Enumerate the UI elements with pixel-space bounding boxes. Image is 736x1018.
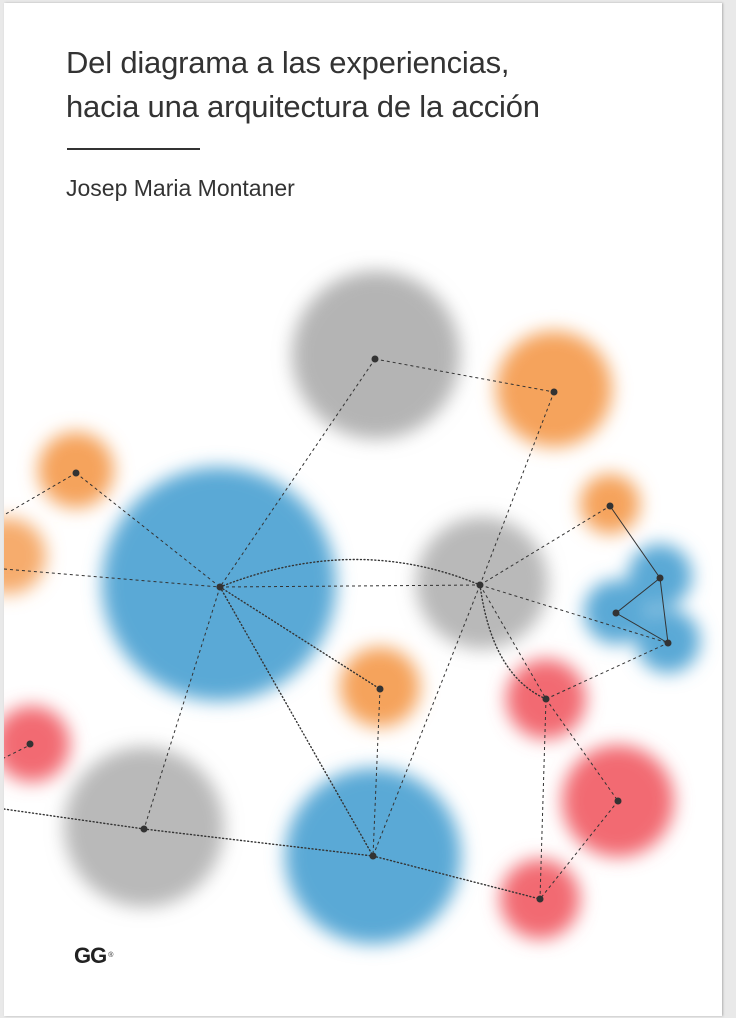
node (606, 502, 614, 510)
publisher-logo: GG ® (74, 943, 113, 969)
title-divider (67, 148, 200, 150)
node (371, 355, 379, 363)
node (550, 388, 558, 396)
registered-mark: ® (108, 952, 114, 959)
node (476, 581, 484, 589)
book-author: Josep Maria Montaner (66, 175, 295, 201)
circle-orange-left-edge (4, 518, 46, 594)
node (542, 695, 550, 703)
node (536, 895, 544, 903)
book-cover: Del diagrama a las experiencias, hacia u… (4, 3, 722, 1016)
circle-gray-top (292, 271, 460, 439)
network-diagram-illustration (4, 271, 700, 944)
book-title-line-1: Del diagrama a las experiencias, (66, 45, 510, 80)
color-circles (4, 271, 700, 944)
network-nodes (26, 355, 672, 903)
node (376, 685, 384, 693)
solid-connections (609, 505, 669, 644)
node (26, 740, 34, 748)
circle-red-left-edge (4, 706, 70, 782)
node (656, 574, 664, 582)
node (140, 825, 148, 833)
book-title-line-2: hacia una arquitectura de la acción (66, 89, 540, 124)
node (216, 583, 224, 591)
dashed-connections (4, 358, 669, 900)
node (369, 852, 377, 860)
node (612, 609, 620, 617)
publisher-logo-text: GG (74, 943, 107, 968)
dotted-connections (4, 558, 547, 900)
node (614, 797, 622, 805)
node (664, 639, 672, 647)
node (72, 469, 80, 477)
